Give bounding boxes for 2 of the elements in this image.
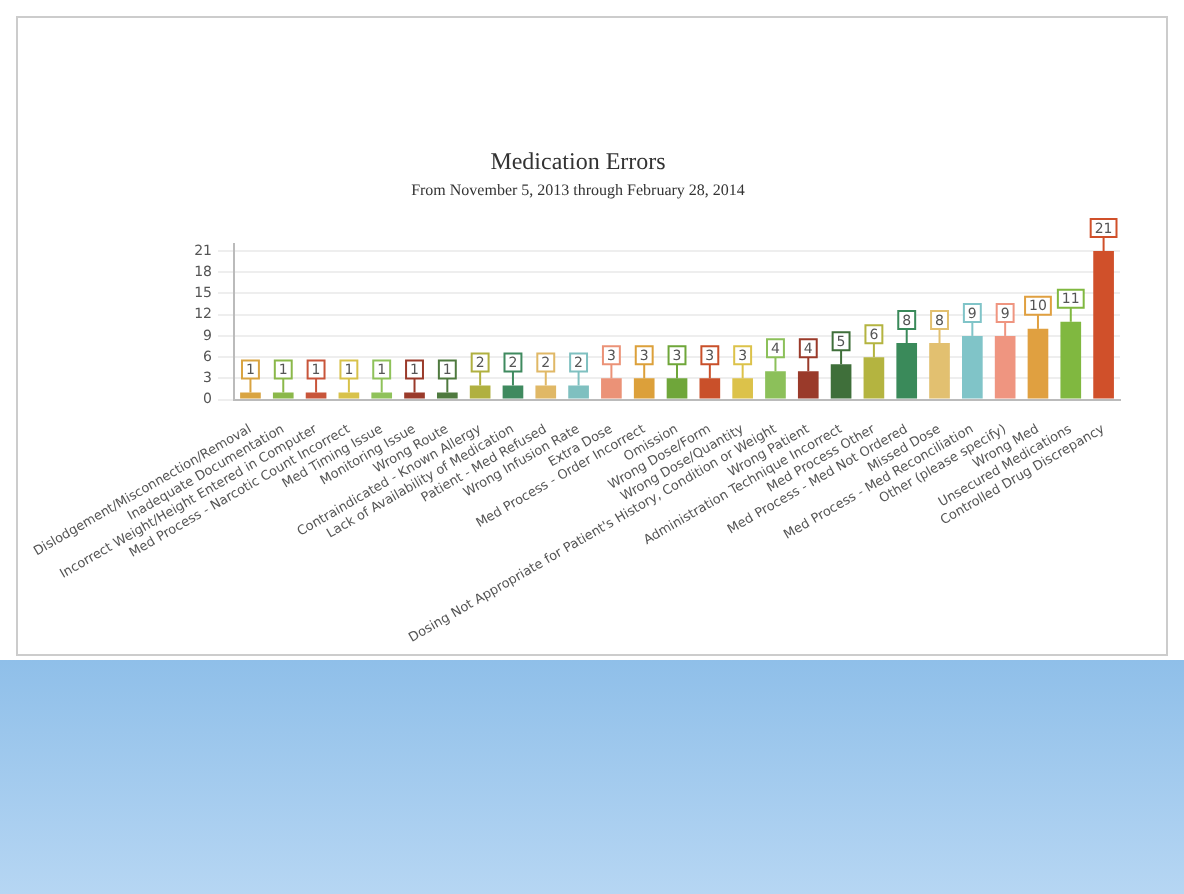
chart-title: Medication Errors: [490, 146, 667, 175]
chart-subtitle: From November 5, 2013 through February 28, 2014: [411, 180, 745, 199]
